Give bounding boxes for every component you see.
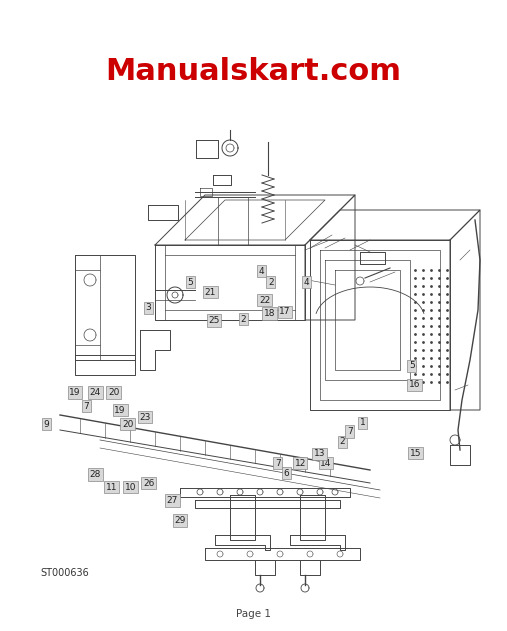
- Text: 2: 2: [268, 278, 274, 286]
- Text: 12: 12: [295, 459, 306, 468]
- Text: 22: 22: [259, 296, 270, 305]
- Text: 3: 3: [145, 304, 151, 312]
- Text: 29: 29: [174, 516, 186, 525]
- Text: 2: 2: [339, 437, 345, 446]
- Text: 27: 27: [167, 496, 178, 505]
- Text: 7: 7: [275, 459, 281, 468]
- Text: 20: 20: [122, 420, 133, 428]
- Text: 15: 15: [410, 449, 421, 457]
- Text: 21: 21: [205, 288, 216, 297]
- Text: 1: 1: [359, 418, 366, 427]
- Text: Manualskart.com: Manualskart.com: [105, 57, 401, 86]
- Text: 5: 5: [409, 362, 415, 370]
- Text: 20: 20: [108, 388, 119, 397]
- Text: 24: 24: [90, 388, 101, 397]
- Text: 16: 16: [409, 380, 420, 389]
- Text: 18: 18: [264, 309, 275, 318]
- Text: 10: 10: [125, 483, 136, 492]
- Text: 7: 7: [347, 427, 353, 436]
- Text: 2: 2: [240, 315, 246, 324]
- Text: 11: 11: [106, 483, 117, 492]
- Text: 25: 25: [208, 316, 220, 325]
- Text: 14: 14: [320, 459, 332, 468]
- Text: 13: 13: [314, 449, 325, 458]
- Text: 9: 9: [44, 420, 50, 428]
- Text: 23: 23: [139, 413, 151, 422]
- Text: 28: 28: [90, 470, 101, 479]
- Text: 19: 19: [69, 388, 81, 397]
- Text: 26: 26: [143, 479, 154, 488]
- Text: 7: 7: [83, 402, 89, 411]
- Text: 6: 6: [283, 469, 289, 478]
- Text: 5: 5: [187, 278, 193, 286]
- Text: 4: 4: [259, 267, 265, 276]
- Text: Page 1: Page 1: [235, 609, 271, 619]
- Text: 4: 4: [304, 278, 310, 286]
- Text: ST000636: ST000636: [40, 568, 89, 578]
- Text: 17: 17: [279, 307, 291, 316]
- Text: 19: 19: [115, 406, 126, 415]
